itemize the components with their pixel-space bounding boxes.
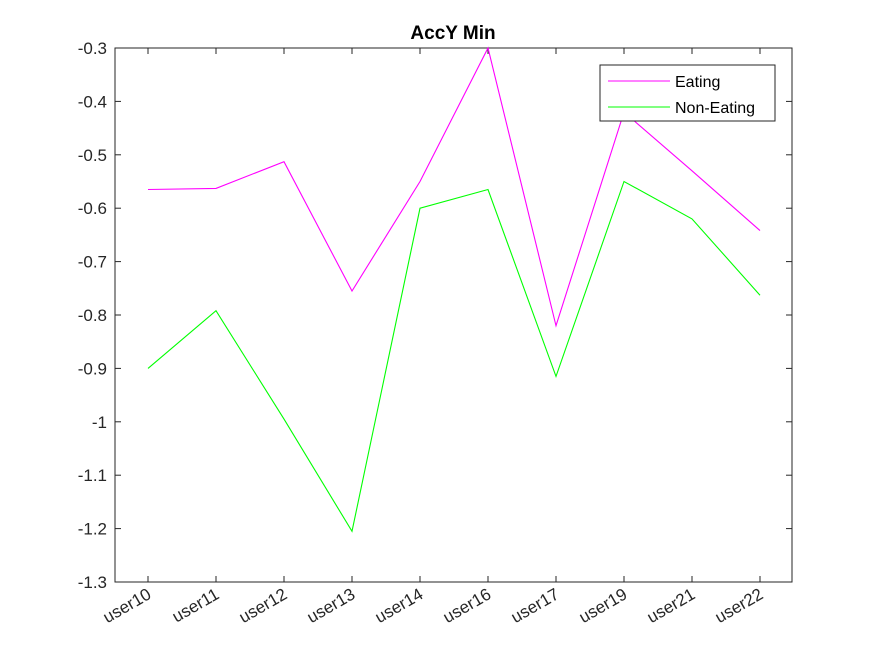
y-tick-label: -1.1 [78,466,107,485]
series-line-eating [147,46,761,328]
y-tick-label: -0.8 [78,306,107,325]
y-tick-label: -0.3 [78,39,107,58]
legend-label: Eating [675,74,720,91]
y-tick-label: -0.5 [78,146,107,165]
y-tick-label: -1.2 [78,520,107,539]
y-tick-label: -1 [92,413,107,432]
series-line-non-eating [147,180,761,533]
chart-title: AccY Min [410,23,495,44]
legend-label: Non-Eating [675,100,755,117]
plot-area [114,47,793,583]
y-tick-label: -0.9 [78,359,107,378]
series-lines [147,46,761,533]
legend: Eating Non-Eating [599,64,776,122]
y-axis: -1.3 -1.2 -1.1 -1 -0.9 -0.8 -0.7 -0.6 -0.5 -0.4 -0… [78,39,792,592]
y-tick-label: -0.4 [78,92,107,111]
y-tick-label: -1.3 [78,573,107,592]
legend-box [599,64,776,122]
y-tick-label: -0.7 [78,253,107,272]
y-tick-label: -0.6 [78,199,107,218]
